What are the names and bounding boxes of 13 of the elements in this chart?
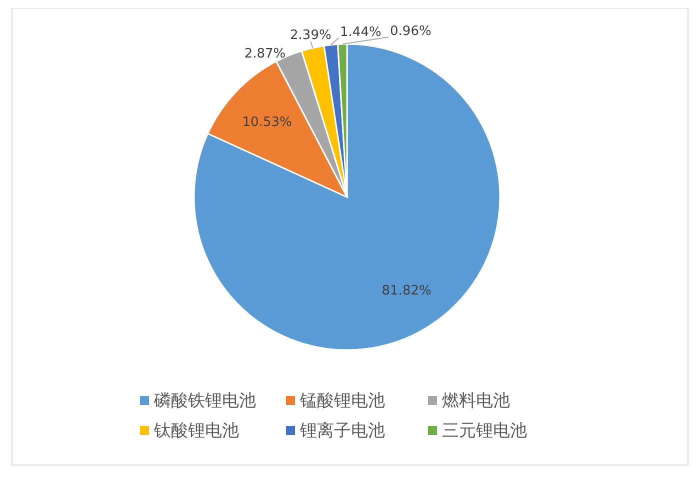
legend-label: 磷酸铁锂电池 xyxy=(153,391,256,411)
data-label: 2.39% xyxy=(290,28,332,44)
pie-slice xyxy=(193,43,501,350)
legend-label: 锂离子电池 xyxy=(299,421,385,441)
data-label: 1.44% xyxy=(340,24,382,40)
data-label: 10.53% xyxy=(242,115,292,130)
legend-label: 燃料电池 xyxy=(442,391,510,411)
legend-label: 三元锂电池 xyxy=(442,421,527,441)
data-label: 81.82% xyxy=(382,284,432,299)
legend-label: 钛酸锂电池 xyxy=(153,421,239,441)
data-label: 2.87% xyxy=(244,46,286,62)
legend-label: 锰酸锂电池 xyxy=(299,391,385,411)
data-label: 0.96% xyxy=(390,24,432,40)
